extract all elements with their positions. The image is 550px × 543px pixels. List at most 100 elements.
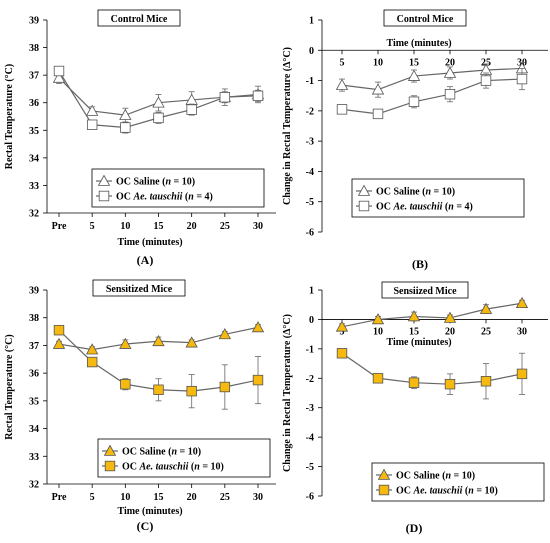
x-tick-label: Pre — [52, 492, 67, 503]
y-tick-label: 0 — [309, 315, 314, 326]
legend-label-part: OC — [116, 192, 134, 203]
panel-title-box — [92, 279, 186, 297]
legend-label-part: n — [425, 187, 431, 198]
data-point — [120, 379, 131, 390]
y-tick-label: 36 — [29, 369, 39, 380]
legend-marker — [357, 184, 371, 196]
legend-label-part: n — [194, 462, 200, 473]
y-tick-label: 33 — [29, 181, 39, 192]
data-point — [371, 313, 385, 325]
y-tick-label: -5 — [306, 462, 314, 473]
data-point — [153, 112, 164, 124]
legend-marker — [104, 460, 116, 472]
data-point — [153, 384, 164, 395]
y-tick-label: 32 — [29, 480, 39, 491]
data-point — [444, 89, 456, 100]
y-axis-title: Rectal Temperature (°C) — [4, 64, 15, 169]
data-point — [52, 337, 66, 349]
x-tick-label: 15 — [409, 326, 419, 337]
x-tick-label: 30 — [253, 221, 263, 232]
data-point — [335, 78, 349, 90]
x-tick-label: 5 — [90, 492, 95, 503]
x-tick-label: Pre — [52, 221, 67, 232]
x-tick-label: 20 — [187, 492, 197, 503]
series-2 — [336, 348, 528, 400]
legend-label: OC Ae. tauschii (n = 4) — [376, 202, 473, 213]
data-point — [480, 376, 492, 387]
series-line — [341, 78, 523, 115]
y-tick-label: 38 — [29, 43, 39, 54]
data-point — [407, 69, 421, 81]
panel-title: Sensitized Mice — [106, 284, 173, 295]
legend-label-part: n — [171, 447, 177, 458]
data-point — [251, 321, 265, 333]
y-axis-title: Change in Rectal Temperature (Δ°C) — [282, 47, 293, 205]
panel-letter: (A) — [137, 253, 154, 267]
data-point — [408, 377, 420, 388]
legend-label-part: = 4) — [194, 192, 213, 203]
y-tick-label: 37 — [29, 341, 39, 352]
data-point — [120, 122, 131, 133]
data-point — [407, 310, 421, 322]
y-tick-label: 34 — [29, 153, 39, 164]
data-point — [443, 66, 457, 78]
legend-label-part: = 4) — [454, 202, 473, 213]
y-tick-label: -1 — [306, 344, 314, 355]
legend-label-part: n — [165, 177, 171, 188]
y-tick-label: 1 — [309, 16, 314, 27]
data-point — [479, 302, 493, 314]
data-point — [152, 334, 165, 347]
data-point — [408, 96, 420, 107]
x-tick-label: 15 — [154, 221, 164, 232]
data-point — [119, 337, 132, 349]
data-point — [336, 348, 348, 359]
y-tick-label: 36 — [29, 98, 39, 109]
legend-marker — [98, 190, 110, 202]
x-axis-title: Time (minutes) — [386, 337, 451, 348]
y-tick-label: 35 — [29, 126, 39, 137]
legend-label-part: ( — [188, 462, 195, 473]
legend-box — [97, 438, 271, 478]
legend-label-part: ( — [442, 202, 449, 213]
series-line — [341, 67, 523, 91]
legend-label-part: OC — [376, 202, 394, 213]
y-tick-label: -2 — [306, 374, 314, 385]
legend-marker — [97, 174, 111, 186]
panel-title: Control Mice — [111, 14, 168, 25]
data-point — [443, 311, 457, 323]
legend: OC Saline (n = 10)OC Ae. tauschii (n = 1… — [97, 438, 271, 478]
legend-label-part: Ae. tauschii — [413, 486, 463, 497]
data-point — [52, 71, 66, 83]
panel-title-box — [381, 281, 469, 299]
legend-label-part: OC — [122, 462, 140, 473]
legend-label: OC Saline (n = 10) — [122, 447, 201, 458]
data-point — [219, 381, 231, 393]
legend-marker — [103, 444, 117, 456]
data-point — [480, 75, 492, 86]
legend-box — [371, 462, 545, 502]
x-tick-label: 25 — [481, 326, 491, 337]
panel-letter: (C) — [137, 519, 154, 533]
legend-label-part: OC Saline ( — [122, 447, 172, 458]
legend-label-part: = 10) — [451, 471, 475, 482]
y-tick-label: -6 — [306, 492, 314, 503]
y-tick-label: -4 — [306, 433, 314, 444]
legend-label-part: ( — [182, 192, 189, 203]
legend-label: OC Ae. tauschii (n = 10) — [396, 486, 498, 497]
y-tick-label: -6 — [306, 228, 314, 239]
x-axis-title: Time (minutes) — [117, 506, 182, 517]
legend-label-part: = 10) — [171, 177, 195, 188]
panel-title-box — [97, 9, 181, 27]
data-point — [85, 343, 99, 355]
data-point — [444, 378, 456, 390]
legend-label-part: n — [468, 486, 474, 497]
data-point — [371, 83, 385, 95]
x-tick-label: 25 — [220, 492, 230, 503]
x-axis-title: Time (minutes) — [386, 38, 451, 49]
panel-1: 32 33 34 35 36 37 38 39 Pre 5 10 15 20 25 30 Time (minu… — [4, 9, 276, 267]
panel-3: 32 33 34 35 36 37 38 39 Pre 5 10 15 20 25 30 Time (minu… — [4, 279, 276, 533]
legend-label: OC Saline (n = 10) — [116, 177, 195, 188]
series-line — [341, 302, 523, 328]
data-point — [186, 385, 197, 397]
